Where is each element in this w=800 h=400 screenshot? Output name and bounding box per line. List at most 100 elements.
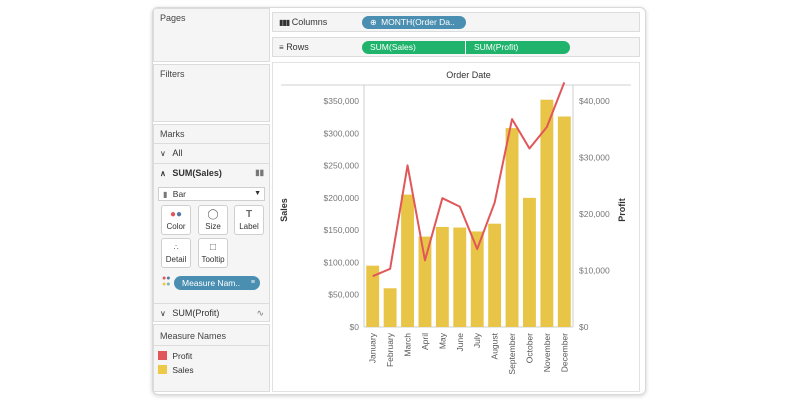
marks-card: Marks ∨ All ∧ SUM(Sales) ▮▮ ▮ Bar ▼ ●● C…: [153, 124, 270, 322]
color-label: Color: [166, 222, 186, 231]
size-icon: ◯: [207, 209, 219, 220]
left-tick-label: $100,000: [324, 257, 360, 267]
left-tick-label: $50,000: [328, 290, 359, 300]
filters-label: Filters: [160, 69, 185, 79]
plus-icon: ⊕: [370, 18, 377, 27]
x-tick-label: October: [524, 333, 534, 363]
left-tick-label: $300,000: [324, 128, 360, 138]
tooltip-label: Tooltip: [201, 255, 225, 264]
profit-marks-row[interactable]: ∨ SUM(Profit) ∿: [160, 308, 266, 318]
filters-shelf[interactable]: Filters: [153, 64, 270, 122]
profit-line: [372, 81, 566, 278]
profit-card-label: SUM(Profit): [172, 308, 220, 318]
month-order-date-pill[interactable]: ⊕ MONTH(Order Da..: [362, 16, 466, 29]
x-tick-label: December: [559, 333, 569, 372]
sum-sales-pill[interactable]: SUM(Sales): [362, 41, 465, 54]
color-dots-icon: ●●: [169, 209, 183, 220]
dual-axis-chart: Order Date $0 $50,000 $100,000 $150,000 $200,…: [279, 70, 631, 375]
line-chart-icon: ∿: [256, 308, 264, 318]
size-button[interactable]: ◯ Size: [198, 205, 228, 235]
label-label: Label: [239, 222, 259, 231]
tooltip-button[interactable]: □ Tooltip: [198, 238, 228, 268]
columns-label-text: Columns: [291, 17, 328, 27]
marks-all-row[interactable]: ∨ All: [160, 148, 182, 158]
sales-card-label: SUM(Sales): [172, 168, 222, 178]
sales-marks-row[interactable]: ∧ SUM(Sales) ▮▮: [160, 168, 266, 178]
chart-view: Order Date $0 $50,000 $100,000 $150,000 $200,…: [272, 62, 640, 392]
label-text-icon: T: [245, 209, 253, 220]
x-tick-label: May: [437, 332, 447, 349]
detail-dots-icon: ∴: [173, 243, 179, 252]
mark-type-label: Bar: [172, 189, 187, 199]
x-tick-label: February: [385, 332, 395, 367]
sales-bar: [523, 197, 536, 327]
chevron-up-icon: ∧: [160, 169, 166, 178]
rows-label-text: Rows: [286, 42, 309, 52]
left-tick-label: $200,000: [324, 193, 360, 203]
color-button[interactable]: ●● Color: [161, 205, 191, 235]
measure-names-pill-label: Measure Nam..: [182, 278, 241, 288]
tableau-worksheet: Pages Filters Marks ∨ All ∧ SUM(Sales) ▮…: [152, 7, 646, 395]
sum-profit-pill-label: SUM(Profit): [474, 42, 519, 52]
chevron-down-icon: ∨: [160, 149, 166, 158]
chevron-down-icon: ∨: [160, 309, 166, 318]
left-tick-label: $350,000: [324, 96, 360, 106]
right-tick-label: $10,000: [579, 266, 610, 276]
x-tick-label: January: [368, 332, 378, 363]
x-tick-label: July: [472, 332, 482, 348]
legend-item-profit[interactable]: Profit: [158, 350, 192, 361]
size-label: Size: [205, 222, 221, 231]
right-tick-label: $40,000: [579, 96, 610, 106]
tooltip-speech-icon: □: [209, 242, 217, 253]
dropdown-arrow-icon: ▼: [254, 190, 261, 197]
rows-shelf[interactable]: ≡ Rows SUM(Sales) SUM(Profit): [272, 37, 640, 57]
sales-bar: [366, 265, 380, 327]
pages-shelf[interactable]: Pages: [153, 8, 270, 62]
label-button[interactable]: T Label: [234, 205, 264, 235]
sales-bar: [401, 194, 414, 327]
legend-sales-label: Sales: [172, 364, 194, 375]
left-tick-label: $150,000: [324, 225, 360, 235]
x-tick-label: November: [542, 333, 552, 372]
pages-label: Pages: [160, 13, 186, 23]
month-pill-label: MONTH(Order Da..: [381, 17, 455, 27]
profit-swatch: [158, 351, 167, 361]
sum-profit-pill[interactable]: SUM(Profit): [466, 41, 570, 54]
chart-title: Order Date: [446, 70, 491, 80]
sales-bar: [435, 226, 449, 327]
color-dots-icon: ●● ●●: [162, 275, 171, 288]
sales-swatch: [158, 365, 167, 375]
sort-icon: ≡: [250, 279, 255, 286]
sales-bar: [418, 236, 432, 327]
detail-button[interactable]: ∴ Detail: [161, 238, 191, 268]
bar-chart-icon: ▮▮: [255, 168, 264, 177]
x-tick-label: April: [420, 333, 430, 350]
x-tick-label: September: [507, 333, 517, 375]
legend-item-sales[interactable]: Sales: [158, 364, 194, 375]
sales-bar: [540, 99, 554, 327]
columns-shelf[interactable]: ▮▮▮ Columns ⊕ MONTH(Order Da..: [272, 12, 640, 32]
marks-all-label: All: [172, 148, 183, 158]
rows-icon: ≡: [279, 43, 284, 52]
right-axis-title: Profit: [617, 198, 627, 222]
right-tick-label: $0: [579, 322, 589, 332]
sales-bar: [453, 227, 467, 327]
x-tick-label: March: [403, 333, 413, 357]
sum-sales-pill-label: SUM(Sales): [370, 42, 416, 52]
left-tick-label: $0: [350, 322, 360, 332]
legend-profit-label: Profit: [172, 350, 193, 361]
measure-names-legend: Measure Names Profit Sales: [153, 324, 270, 392]
mark-type-dropdown[interactable]: ▮ Bar ▼: [158, 187, 265, 201]
legend-title: Measure Names: [160, 331, 227, 341]
rows-shelf-label: ≡ Rows: [279, 42, 309, 52]
measure-names-pill[interactable]: Measure Nam.. ≡: [174, 276, 260, 290]
detail-label: Detail: [165, 255, 187, 264]
sales-bar: [488, 223, 502, 327]
sales-bar: [470, 231, 484, 327]
marks-label: Marks: [160, 129, 185, 139]
sales-bar: [557, 116, 571, 327]
sales-bar: [505, 128, 519, 327]
columns-icon: ▮▮▮: [279, 18, 290, 27]
right-tick-label: $20,000: [579, 209, 610, 219]
sales-bar: [383, 288, 397, 327]
